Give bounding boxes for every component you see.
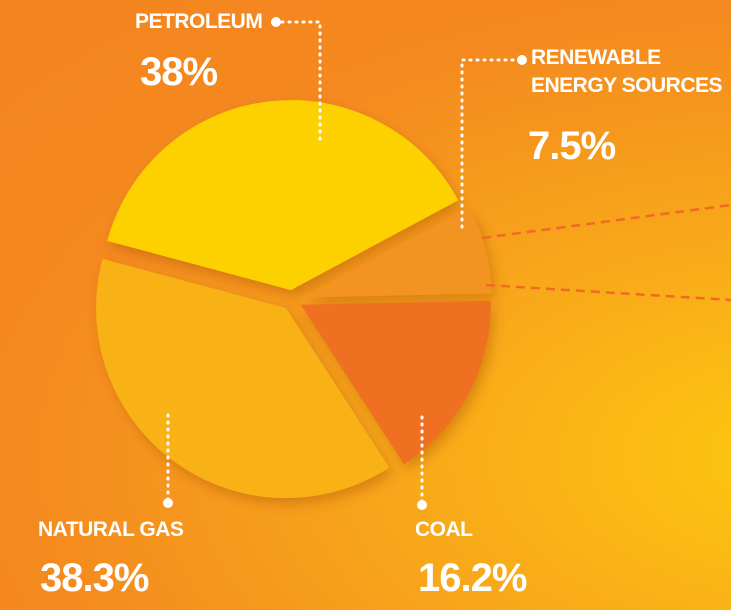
category-label: COAL: [415, 518, 473, 541]
value-label: 38.3%: [40, 556, 149, 600]
leader-line: [280, 20, 322, 142]
dot: [163, 498, 173, 508]
leader-line: [460, 58, 522, 230]
category-label: RENEWABLE ENERGY SOURCES: [531, 46, 723, 97]
dot: [517, 55, 527, 65]
value-label: 38%: [140, 50, 218, 94]
leaders: [166, 20, 522, 504]
value-label: 7.5%: [528, 124, 616, 168]
leader-dots: [163, 17, 527, 510]
callout-lines: [481, 203, 731, 302]
pie-slice: [107, 100, 459, 291]
category-label: NATURAL GAS: [38, 518, 184, 541]
callout-line: [481, 203, 731, 240]
callout-line: [485, 283, 731, 302]
value-label: 16.2%: [418, 556, 527, 600]
pie-slice: [300, 300, 491, 465]
pie-slice: [96, 258, 390, 499]
dot: [417, 500, 427, 510]
dot: [271, 17, 281, 27]
category-label: PETROLEUM: [135, 10, 263, 33]
pie-slice: [301, 207, 492, 298]
pie: [96, 100, 492, 499]
